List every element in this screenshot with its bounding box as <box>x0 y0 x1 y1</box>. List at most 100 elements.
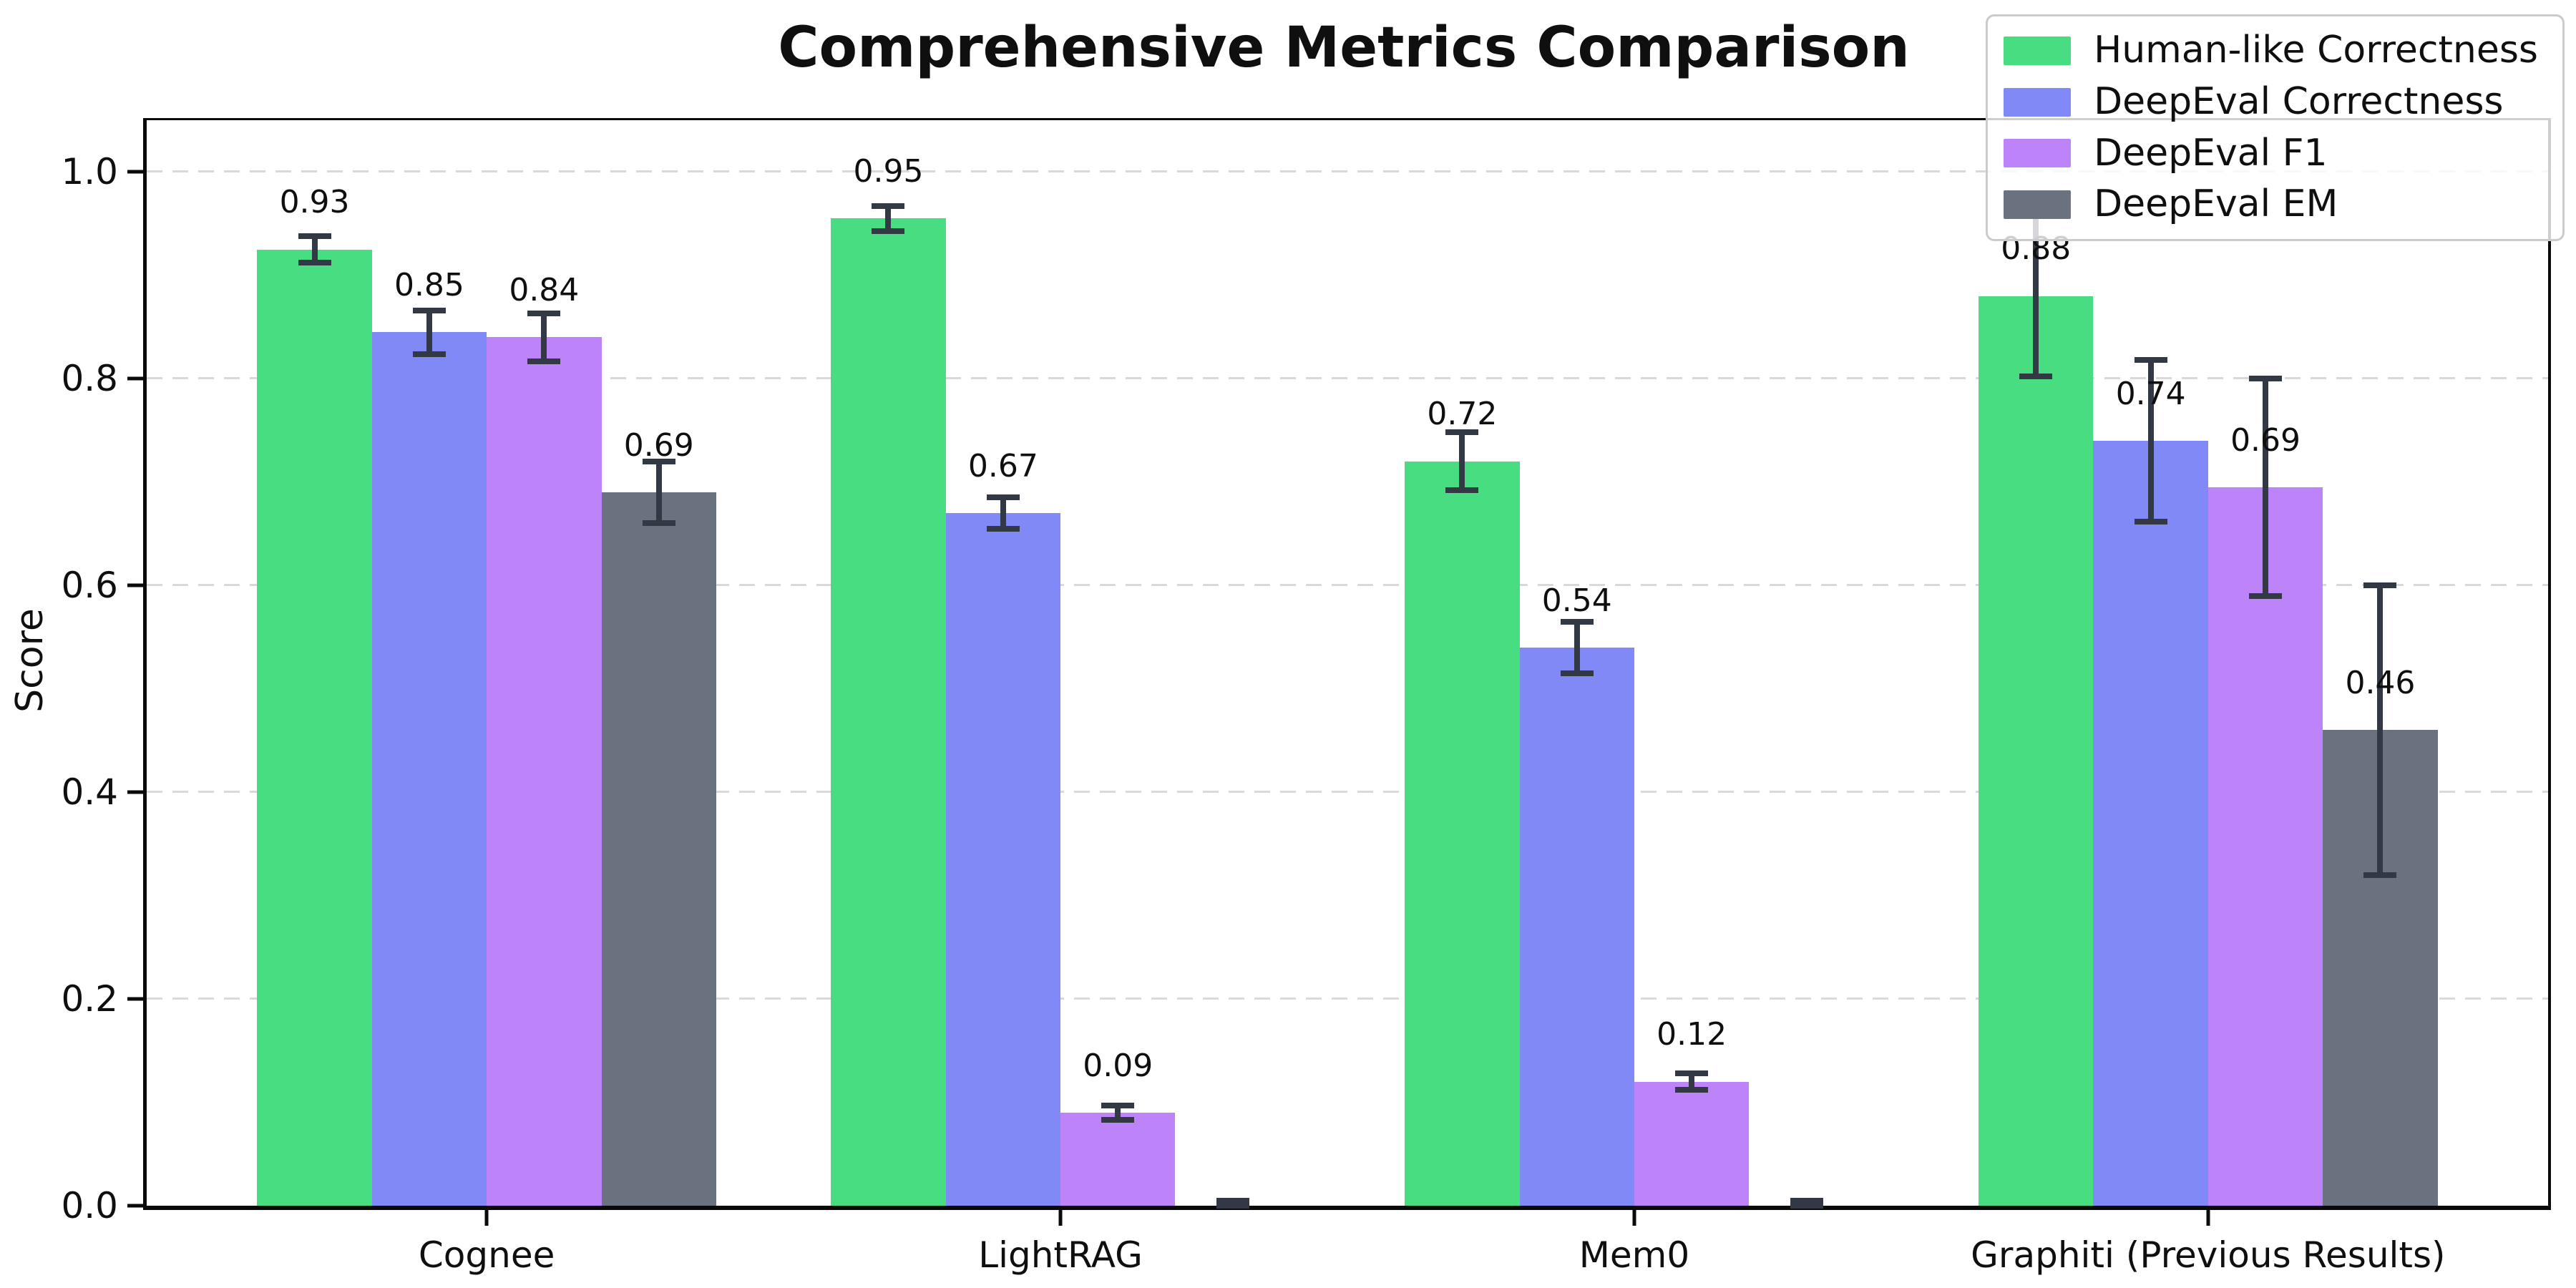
x-tick-label: LightRAG <box>978 1234 1143 1276</box>
error-bar-cap-top <box>1790 1197 1823 1204</box>
bar <box>2093 440 2208 1206</box>
error-bar-cap-bottom <box>298 260 331 266</box>
bar <box>1634 1081 1750 1206</box>
error-bar-cap-top <box>412 307 446 313</box>
error-bar-line <box>1574 621 1580 673</box>
bar-value-label: 0.93 <box>279 184 350 221</box>
bar <box>371 332 487 1206</box>
x-tick-mark <box>2206 1210 2210 1226</box>
x-tick-label: Mem0 <box>1579 1234 1690 1276</box>
error-bar-cap-top <box>1675 1070 1709 1077</box>
bar-value-label: 0.95 <box>853 152 924 190</box>
legend-swatch-icon <box>2004 190 2072 220</box>
error-bar-cap-bottom <box>642 520 675 527</box>
error-bar-line <box>541 313 547 361</box>
legend-label: Human-like Correctness <box>2094 29 2538 72</box>
error-bar-cap-top <box>298 233 331 239</box>
error-bar-cap-top <box>527 311 561 317</box>
error-bar-line <box>655 461 662 524</box>
gridline <box>147 997 2548 1000</box>
legend-label: DeepEval F1 <box>2094 131 2328 175</box>
plot-area: 0.0 0.2 0.4 0.6 0.8 1.0 Cognee 0.93 0.85 0.84 0.69… <box>61 118 2551 1273</box>
bar <box>1519 647 1634 1206</box>
y-tick-mark <box>127 376 143 381</box>
error-bar-cap-top <box>2134 357 2167 364</box>
error-bar-line <box>1459 432 1465 491</box>
bar-value-label: 0.69 <box>2230 421 2301 459</box>
y-tick-label: 0.8 <box>61 358 118 400</box>
error-bar-cap-top <box>1445 429 1479 436</box>
error-bar-cap-top <box>1560 618 1594 625</box>
error-bar-line <box>2377 585 2384 875</box>
gridline <box>147 584 2548 587</box>
y-tick-label: 0.2 <box>61 978 118 1020</box>
x-tick-label: Cognee <box>418 1234 555 1276</box>
bar <box>257 249 372 1206</box>
bar <box>1405 461 1520 1206</box>
error-bar-cap-bottom <box>1101 1117 1135 1123</box>
legend-label: DeepEval EM <box>2094 182 2338 226</box>
error-bar-cap-bottom <box>2249 592 2283 599</box>
y-tick-mark <box>127 583 143 587</box>
bar <box>831 218 946 1206</box>
bar <box>945 513 1061 1206</box>
error-bar-cap-bottom <box>1560 670 1594 676</box>
error-bar-cap-bottom <box>2134 518 2167 525</box>
error-bar-cap-top <box>1101 1102 1135 1108</box>
legend-swatch-icon <box>2004 87 2072 117</box>
error-bar-line <box>2147 360 2154 522</box>
y-tick-mark <box>127 170 143 174</box>
y-tick-label: 0.4 <box>61 771 118 814</box>
bar <box>487 337 602 1206</box>
bar-value-label: 0.67 <box>967 447 1038 484</box>
bar-value-label: 0.09 <box>1083 1047 1153 1084</box>
y-axis-label: Score <box>9 608 52 713</box>
error-bar-cap-bottom <box>872 228 905 234</box>
error-bar-cap-top <box>2249 376 2283 382</box>
error-bar-line <box>1689 1073 1695 1091</box>
bar-value-label: 0.46 <box>2345 665 2416 702</box>
error-bar-line <box>311 235 318 263</box>
x-tick-mark <box>1058 1210 1063 1226</box>
error-bar-cap-bottom <box>1216 1203 1249 1209</box>
bar <box>1979 296 2094 1206</box>
legend-swatch-icon <box>2004 139 2072 168</box>
bar-value-label: 0.54 <box>1541 582 1612 619</box>
error-bar-cap-bottom <box>527 358 561 364</box>
legend-item: DeepEval EM <box>2004 183 2538 226</box>
x-tick-label: Graphiti (Previous Results) <box>1971 1234 2446 1276</box>
gridline <box>147 377 2548 380</box>
legend-item: DeepEval F1 <box>2004 132 2538 175</box>
error-bar-cap-bottom <box>2363 872 2397 878</box>
x-tick-mark <box>1632 1210 1636 1226</box>
bar <box>1060 1112 1176 1206</box>
gridline <box>147 170 2548 173</box>
error-bar-line <box>2033 215 2039 377</box>
y-tick-label: 1.0 <box>61 151 118 193</box>
legend: Human-like Correctness DeepEval Correctne… <box>1986 14 2565 242</box>
bar-value-label: 0.12 <box>1657 1016 1727 1053</box>
error-bar-cap-bottom <box>1790 1203 1823 1209</box>
bar-value-label: 0.74 <box>2115 375 2186 412</box>
error-bar-line <box>426 310 432 354</box>
y-tick-label: 0.6 <box>61 565 118 607</box>
error-bar-cap-bottom <box>412 351 446 357</box>
bar-value-label: 0.72 <box>1427 396 1498 433</box>
error-bar-cap-bottom <box>1445 487 1479 494</box>
error-bar-cap-top <box>2363 582 2397 589</box>
error-bar-cap-bottom <box>2019 374 2053 380</box>
bar <box>2207 487 2323 1206</box>
error-bar-line <box>885 205 892 231</box>
y-tick-mark <box>127 997 143 1001</box>
error-bar-line <box>1115 1105 1121 1121</box>
error-bar-cap-top <box>1216 1197 1249 1204</box>
bar <box>601 492 716 1206</box>
error-bar-cap-top <box>986 494 1020 501</box>
bar-value-label: 0.84 <box>509 272 580 309</box>
y-tick-mark <box>127 790 143 794</box>
y-tick-label: 0.0 <box>61 1185 118 1226</box>
chart-title: Comprehensive Metrics Comparison <box>778 16 1910 80</box>
x-tick-mark <box>484 1210 489 1226</box>
legend-label: DeepEval Correctness <box>2094 79 2504 123</box>
